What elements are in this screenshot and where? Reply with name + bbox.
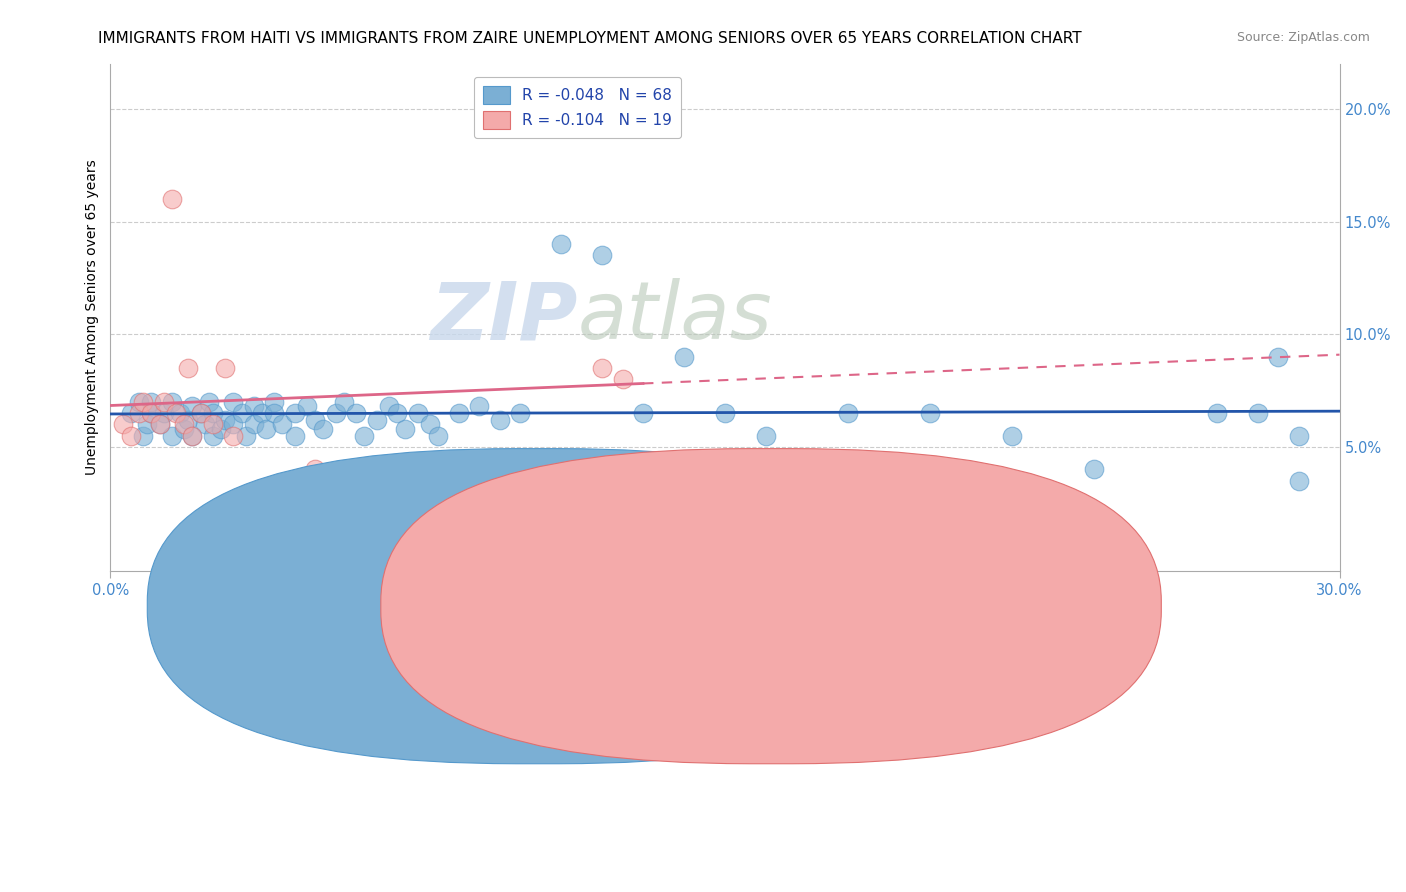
Point: [177, 361, 200, 376]
Point: [128, 394, 150, 409]
Point: [591, 361, 613, 376]
Text: IMMIGRANTS FROM HAITI VS IMMIGRANTS FROM ZAIRE UNEMPLOYMENT AMONG SENIORS OVER 6: IMMIGRANTS FROM HAITI VS IMMIGRANTS FROM…: [98, 31, 1083, 46]
Point: [304, 462, 326, 476]
Point: [181, 428, 204, 442]
Point: [271, 417, 294, 432]
Point: [160, 394, 183, 409]
Point: [201, 428, 224, 442]
Point: [132, 394, 155, 409]
Point: [295, 400, 318, 414]
Point: [509, 406, 531, 420]
Point: [120, 406, 142, 420]
Point: [209, 422, 232, 436]
Point: [181, 428, 204, 442]
Point: [284, 406, 307, 420]
FancyBboxPatch shape: [381, 449, 1161, 764]
Y-axis label: Unemployment Among Seniors over 65 years: Unemployment Among Seniors over 65 years: [86, 160, 100, 475]
Point: [190, 406, 212, 420]
Point: [304, 413, 326, 427]
Point: [152, 406, 174, 420]
Point: [160, 192, 183, 206]
Point: [325, 406, 347, 420]
Point: [1001, 428, 1024, 442]
Text: Immigrants from Haiti: Immigrants from Haiti: [571, 599, 733, 614]
Point: [111, 417, 134, 432]
Point: [190, 406, 212, 420]
Point: [387, 406, 409, 420]
Point: [447, 406, 470, 420]
Point: [488, 413, 510, 427]
Point: [755, 428, 778, 442]
Point: [254, 422, 277, 436]
Point: [419, 417, 441, 432]
Text: ZIP: ZIP: [430, 278, 578, 357]
Point: [141, 406, 163, 420]
Point: [1246, 406, 1268, 420]
Point: [918, 406, 941, 420]
Point: [132, 428, 155, 442]
Point: [148, 417, 170, 432]
Point: [148, 417, 170, 432]
Point: [222, 394, 245, 409]
Point: [263, 394, 285, 409]
Point: [181, 400, 204, 414]
Point: [177, 413, 200, 427]
Point: [672, 350, 695, 364]
Point: [394, 422, 416, 436]
Point: [366, 413, 388, 427]
Point: [214, 361, 236, 376]
Point: [197, 394, 219, 409]
Point: [333, 394, 356, 409]
Point: [1288, 428, 1310, 442]
Point: [222, 428, 245, 442]
Point: [378, 400, 401, 414]
Point: [128, 406, 150, 420]
Point: [194, 417, 217, 432]
Point: [214, 413, 236, 427]
Point: [344, 406, 367, 420]
Point: [231, 406, 253, 420]
Point: [591, 248, 613, 262]
Point: [160, 428, 183, 442]
Point: [353, 428, 375, 442]
Point: [284, 428, 307, 442]
Point: [1288, 474, 1310, 488]
Point: [222, 417, 245, 432]
Point: [201, 417, 224, 432]
Point: [550, 237, 572, 252]
Point: [235, 428, 257, 442]
Point: [1267, 350, 1289, 364]
Point: [837, 406, 859, 420]
Point: [152, 394, 174, 409]
Point: [406, 406, 429, 420]
Point: [263, 406, 285, 420]
Point: [612, 372, 634, 386]
Point: [165, 406, 187, 420]
Point: [243, 417, 266, 432]
Point: [1205, 406, 1227, 420]
Point: [468, 400, 491, 414]
Legend: R = -0.048   N = 68, R = -0.104   N = 19: R = -0.048 N = 68, R = -0.104 N = 19: [474, 77, 682, 138]
Point: [631, 406, 654, 420]
Point: [714, 406, 737, 420]
Point: [243, 400, 266, 414]
Point: [312, 422, 335, 436]
Point: [136, 417, 159, 432]
Point: [201, 406, 224, 420]
Point: [1083, 462, 1105, 476]
Point: [141, 394, 163, 409]
Point: [169, 406, 191, 420]
Point: [427, 428, 450, 442]
FancyBboxPatch shape: [148, 449, 928, 764]
Text: Source: ZipAtlas.com: Source: ZipAtlas.com: [1237, 31, 1371, 45]
Text: Immigrants from Zaire: Immigrants from Zaire: [801, 599, 966, 614]
Text: atlas: atlas: [578, 278, 772, 357]
Point: [141, 406, 163, 420]
Point: [173, 417, 195, 432]
Point: [120, 428, 142, 442]
Point: [250, 406, 273, 420]
Point: [173, 422, 195, 436]
